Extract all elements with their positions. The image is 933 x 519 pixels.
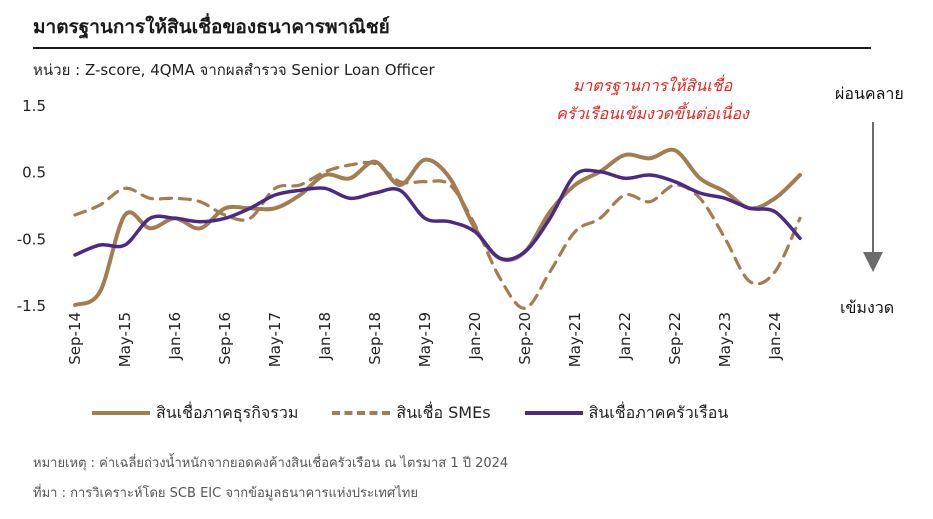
x-tick-label: May-15 (116, 312, 134, 367)
y-tick-label: -1.5 (17, 297, 46, 315)
footnote: หมายเหตุ : ค่าเฉลี่ยถ่วงน้ำหนักจากยอดคงค… (33, 456, 509, 471)
y-tick-label: 0.5 (22, 164, 46, 182)
annotation-line-2: ครัวเรือนเข้มงวดขึ้นต่อเนื่อง (556, 104, 749, 123)
x-tick-label: Sep-22 (666, 312, 684, 365)
chart-title: มาตรฐานการให้สินเชื่อของธนาคารพาณิชย์ (33, 16, 390, 38)
title-divider (33, 47, 871, 49)
legend-swatch-total (92, 411, 150, 415)
legend-item-household: สินเชื่อภาคครัวเรือน (524, 401, 729, 426)
ease-label: ผ่อนคลาย (835, 84, 904, 103)
x-tick-label: Sep-14 (66, 312, 84, 365)
x-tick-label: Sep-16 (216, 312, 234, 365)
x-tick-label: May-23 (716, 312, 734, 367)
legend-label-household: สินเชื่อภาคครัวเรือน (588, 402, 729, 422)
y-tick-label: -0.5 (17, 230, 46, 248)
legend-swatch-household (524, 411, 583, 415)
legend-item-total: สินเชื่อภาคธุรกิจรวม (92, 401, 298, 426)
x-tick-label: Jan-24 (766, 312, 784, 361)
x-tick-label: May-17 (266, 312, 284, 367)
legend-item-smes: สินเชื่อ SMEs (332, 401, 491, 426)
annotation-line-1: มาตรฐานการให้สินเชื่อ (572, 76, 733, 95)
series-line-smes (73, 160, 802, 310)
x-tick-label: Jan-22 (616, 312, 634, 361)
x-tick-label: May-21 (566, 312, 584, 367)
tighten-label: เข้มงวด (840, 298, 895, 317)
legend: สินเชื่อภาคธุรกิจรวม สินเชื่อ SMEs สินเช… (92, 400, 762, 426)
x-tick-label: Jan-18 (316, 312, 334, 361)
x-tick-label: May-19 (416, 312, 434, 367)
y-tick-label: 1.5 (22, 97, 46, 115)
x-tick-label: Jan-16 (166, 312, 184, 361)
annotation: มาตรฐานการให้สินเชื่อ ครัวเรือนเข้มงวดขึ… (520, 72, 785, 128)
legend-swatch-smes (332, 411, 391, 415)
x-tick-label: Jan-20 (466, 312, 484, 361)
unit-text: หน่วย : Z-score, 4QMA จากผลสำรวจ Senior … (33, 61, 435, 79)
x-tick-label: Sep-20 (516, 312, 534, 365)
x-tick-label: Sep-18 (366, 312, 384, 365)
series-line-household (73, 168, 802, 262)
legend-label-smes: สินเชื่อ SMEs (396, 402, 491, 422)
axis-layer: 1.5 0.5 -0.5 -1.5 Sep-14 May-15 Jan-16 Sep-16 Ma… (17, 97, 784, 367)
legend-label-total: สินเชื่อภาคธุรกิจรวม (156, 402, 299, 422)
source-note: ที่มา : การวิเคราะห์โดย SCB EIC จากข้อมู… (33, 486, 418, 501)
series-layer (73, 147, 802, 310)
series-line-total-business (73, 147, 802, 307)
